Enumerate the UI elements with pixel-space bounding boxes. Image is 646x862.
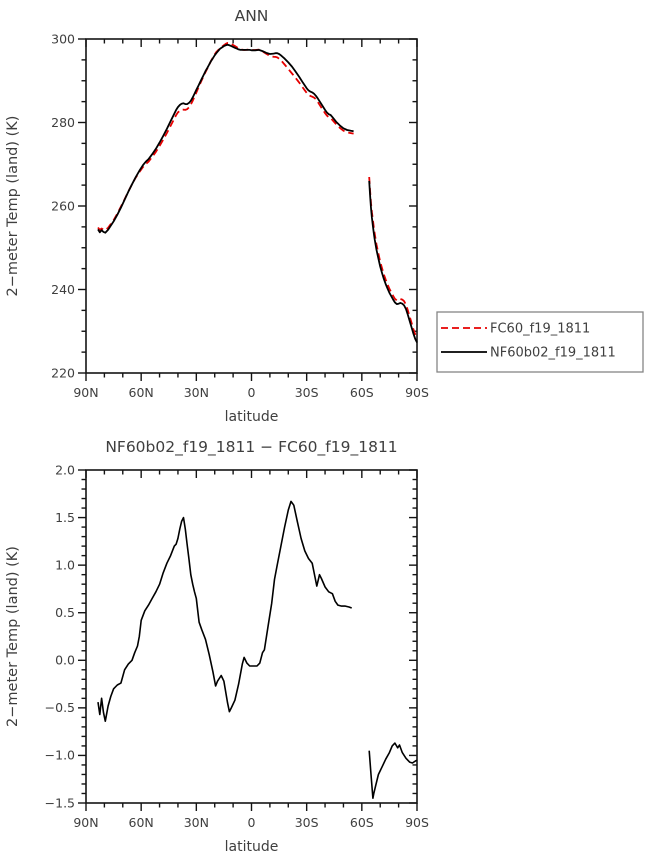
y-tick-label: 1.0 (55, 557, 75, 572)
y-tick-label: 240 (51, 282, 75, 297)
chart-title: ANN (235, 7, 269, 25)
y-tick-label: −0.5 (45, 700, 75, 715)
x-tick-label: 0 (248, 815, 256, 830)
plot-frame (85, 469, 418, 804)
series-FC60_f19_1811-seg0 (97, 42, 354, 231)
y-axis-label: 2−meter Temp (land) (K) (5, 546, 21, 727)
legend-label-nf60b02: NF60b02_f19_1811 (490, 346, 616, 361)
x-tick-label: 0 (248, 385, 256, 400)
series-NF60b02_f19_1811-seg0 (97, 43, 354, 234)
y-tick-label: 2.0 (55, 462, 75, 477)
x-tick-label: 60S (350, 385, 374, 400)
x-tick-label: 30N (184, 385, 209, 400)
x-tick-label: 90S (405, 815, 429, 830)
y-tick-label: 260 (51, 198, 75, 213)
x-axis-label: latitude (225, 839, 279, 855)
series-FC60_f19_1811-seg1 (368, 176, 418, 339)
bottom-chart: 90N 60N 30N 0 30S 60S 90S −1.5 −1.0 −0.5 0.0 0.5 1.0… (5, 438, 429, 855)
plot-frame (85, 38, 418, 374)
legend-label-fc60: FC60_f19_1811 (490, 322, 590, 337)
x-tick-label: 60N (129, 385, 154, 400)
series-NF60b02_minus_FC60-seg1 (368, 742, 418, 799)
x-tick-label: 90S (405, 385, 429, 400)
x-axis-label: latitude (225, 409, 279, 425)
y-tick-label: 0.0 (55, 653, 75, 668)
x-tick-label: 90N (73, 385, 98, 400)
top-chart: 90N 60N 30N 0 30S 60S 90S 220 240 260 280 300 ANN lat… (5, 7, 429, 425)
y-tick-label: 1.5 (55, 510, 75, 525)
y-tick-label: 300 (51, 31, 75, 46)
x-tick-label: 90N (73, 815, 98, 830)
y-tick-label: 220 (51, 365, 75, 380)
x-tick-label: 30N (184, 815, 209, 830)
y-axis-label: 2−meter Temp (land) (K) (5, 116, 21, 297)
series-NF60b02_minus_FC60-seg0 (97, 500, 352, 722)
chart-title: NF60b02_f19_1811 − FC60_f19_1811 (105, 438, 397, 457)
y-tick-label: 280 (51, 115, 75, 130)
x-tick-label: 60N (129, 815, 154, 830)
y-tick-label: −1.0 (45, 748, 75, 763)
series-NF60b02_f19_1811-seg1 (368, 180, 418, 343)
legend-box (436, 311, 644, 373)
x-tick-label: 60S (350, 815, 374, 830)
x-tick-label: 30S (295, 815, 319, 830)
legend: FC60_f19_1811 NF60b02_f19_1811 (436, 311, 644, 373)
y-tick-label: 0.5 (55, 605, 75, 620)
x-tick-label: 30S (295, 385, 319, 400)
y-tick-label: −1.5 (45, 795, 75, 810)
